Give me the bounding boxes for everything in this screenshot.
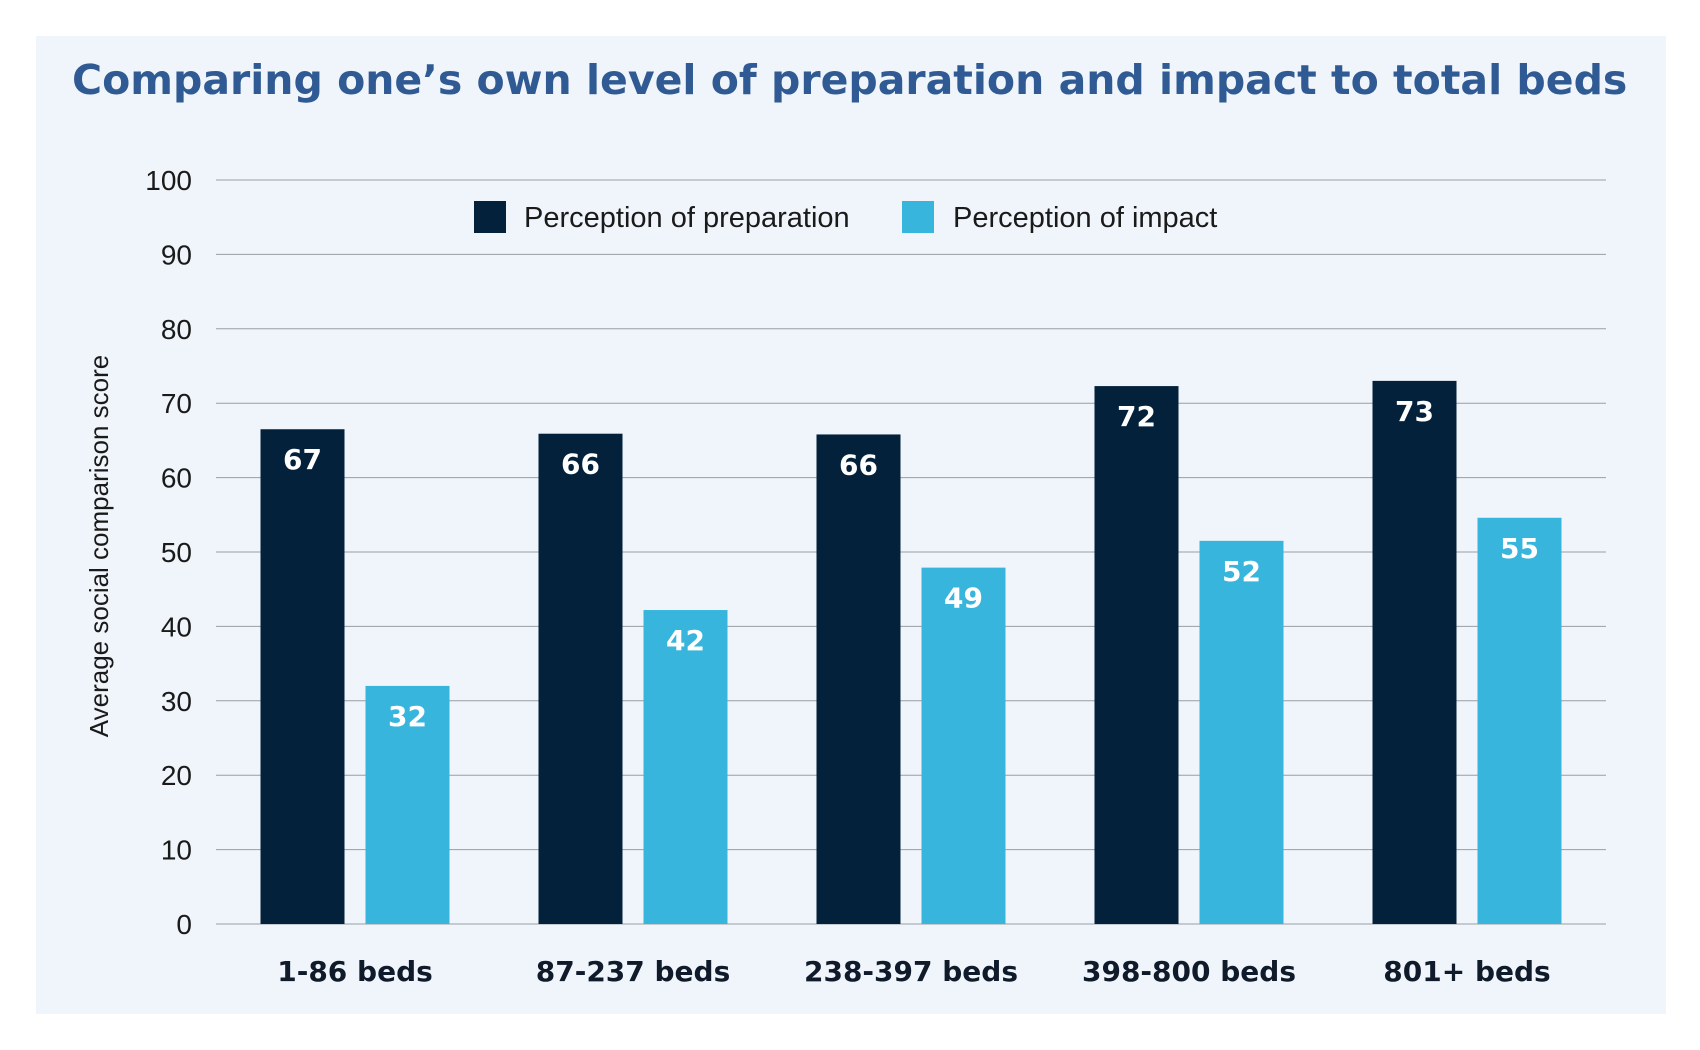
chart-title: Comparing one’s own level of preparation… [72,56,1628,104]
legend-label-preparation: Perception of preparation [524,202,850,234]
y-tick-label: 40 [161,611,192,642]
data-label: 55 [1500,532,1539,565]
data-label: 49 [944,582,983,615]
y-tick-label: 0 [176,909,192,940]
legend-label-impact: Perception of impact [953,202,1217,234]
bar-impact [921,567,1006,924]
bar-chart: 0 10 20 30 40 50 60 70 80 90 100 Average social co… [84,165,1606,988]
data-label: 52 [1222,555,1261,588]
data-label: 66 [561,448,600,481]
data-label: 72 [1117,400,1156,433]
data-label: 32 [388,700,427,733]
x-category-label: 398-800 beds [1082,955,1296,988]
data-label: 42 [666,624,705,657]
y-tick-label: 10 [161,835,192,866]
y-tick-label: 100 [145,165,192,196]
y-axis-ticks: 0 10 20 30 40 50 60 70 80 90 100 [145,165,192,940]
legend: Perception of preparation Perception of … [474,201,1217,234]
y-tick-label: 30 [161,686,192,717]
x-category-label: 1-86 beds [277,955,433,988]
data-label: 66 [839,448,878,481]
bar-preparation [816,434,901,924]
y-tick-label: 80 [161,314,192,345]
bar-preparation [260,429,345,924]
bar-impact [1199,540,1284,924]
bar-impact [1477,517,1562,924]
y-tick-label: 20 [161,760,192,791]
data-labels: 67 32 66 42 66 49 72 52 73 55 [283,395,1539,733]
y-axis-title: Average social comparison score [84,355,114,737]
x-category-label: 238-397 beds [804,955,1018,988]
bar-impact [643,610,728,924]
bar-preparation [1372,380,1457,924]
x-category-label: 87-237 beds [536,955,731,988]
bars [260,380,1562,924]
legend-swatch-impact [902,201,934,233]
y-tick-label: 50 [161,537,192,568]
y-tick-label: 90 [161,239,192,270]
x-axis-categories: 1-86 beds 87-237 beds 238-397 beds 398-800 … [277,955,1550,988]
legend-swatch-preparation [474,201,506,233]
y-tick-label: 70 [161,388,192,419]
data-label: 67 [283,443,322,476]
x-category-label: 801+ beds [1383,955,1550,988]
chart-panel: Comparing one’s own level of preparation… [36,36,1666,1014]
bar-impact [365,685,450,924]
bar-preparation [538,433,623,924]
data-label: 73 [1395,395,1434,428]
y-tick-label: 60 [161,463,192,494]
bar-preparation [1094,386,1179,924]
